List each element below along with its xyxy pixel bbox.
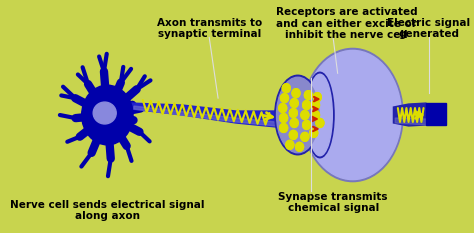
Ellipse shape xyxy=(290,119,298,127)
Ellipse shape xyxy=(280,113,288,123)
Ellipse shape xyxy=(292,89,300,98)
Text: Synapse transmits
chemical signal: Synapse transmits chemical signal xyxy=(278,192,388,213)
Ellipse shape xyxy=(304,91,312,99)
Ellipse shape xyxy=(310,128,318,137)
Ellipse shape xyxy=(286,140,294,149)
Text: Nerve cell sends electrical signal
along axon: Nerve cell sends electrical signal along… xyxy=(10,200,205,221)
Ellipse shape xyxy=(286,140,294,149)
Ellipse shape xyxy=(313,93,321,102)
Ellipse shape xyxy=(303,120,310,129)
Ellipse shape xyxy=(303,101,310,110)
Ellipse shape xyxy=(313,93,321,102)
Ellipse shape xyxy=(281,94,289,103)
Ellipse shape xyxy=(305,51,401,179)
Ellipse shape xyxy=(276,77,319,153)
Ellipse shape xyxy=(301,110,309,120)
Ellipse shape xyxy=(290,99,298,108)
Ellipse shape xyxy=(301,110,309,120)
Text: Electric signal
generated: Electric signal generated xyxy=(387,18,470,39)
Ellipse shape xyxy=(280,123,288,132)
Polygon shape xyxy=(134,106,276,126)
Ellipse shape xyxy=(281,94,289,103)
Text: Axon transmits to
synaptic terminal: Axon transmits to synaptic terminal xyxy=(156,18,262,39)
Polygon shape xyxy=(393,103,426,126)
Ellipse shape xyxy=(289,130,297,139)
Ellipse shape xyxy=(290,99,298,108)
Ellipse shape xyxy=(316,119,324,127)
Ellipse shape xyxy=(283,84,290,93)
Ellipse shape xyxy=(280,123,288,132)
Ellipse shape xyxy=(301,132,309,141)
Ellipse shape xyxy=(303,101,310,110)
Ellipse shape xyxy=(279,104,287,113)
Ellipse shape xyxy=(290,119,298,127)
Ellipse shape xyxy=(292,89,300,98)
Polygon shape xyxy=(131,103,276,127)
FancyBboxPatch shape xyxy=(426,103,446,125)
Ellipse shape xyxy=(311,101,319,110)
Ellipse shape xyxy=(275,75,321,155)
Ellipse shape xyxy=(311,101,319,110)
Ellipse shape xyxy=(304,91,312,99)
Ellipse shape xyxy=(303,120,310,129)
Ellipse shape xyxy=(306,72,334,158)
Ellipse shape xyxy=(289,109,297,117)
Ellipse shape xyxy=(296,142,303,151)
Ellipse shape xyxy=(301,132,309,141)
Ellipse shape xyxy=(82,85,133,145)
Ellipse shape xyxy=(280,113,288,123)
Ellipse shape xyxy=(279,104,287,113)
Polygon shape xyxy=(382,105,417,125)
Ellipse shape xyxy=(289,130,297,139)
Ellipse shape xyxy=(93,102,116,124)
Ellipse shape xyxy=(311,110,319,120)
Polygon shape xyxy=(395,118,426,125)
Ellipse shape xyxy=(304,50,401,180)
Ellipse shape xyxy=(289,109,297,117)
Ellipse shape xyxy=(310,128,318,137)
Text: Receptors are activated
and can either excite or
inhibit the nerve cell: Receptors are activated and can either e… xyxy=(276,7,417,40)
Ellipse shape xyxy=(316,119,324,127)
Ellipse shape xyxy=(308,74,332,156)
Ellipse shape xyxy=(283,84,290,93)
Ellipse shape xyxy=(296,142,303,151)
Ellipse shape xyxy=(311,110,319,120)
Ellipse shape xyxy=(302,48,403,182)
